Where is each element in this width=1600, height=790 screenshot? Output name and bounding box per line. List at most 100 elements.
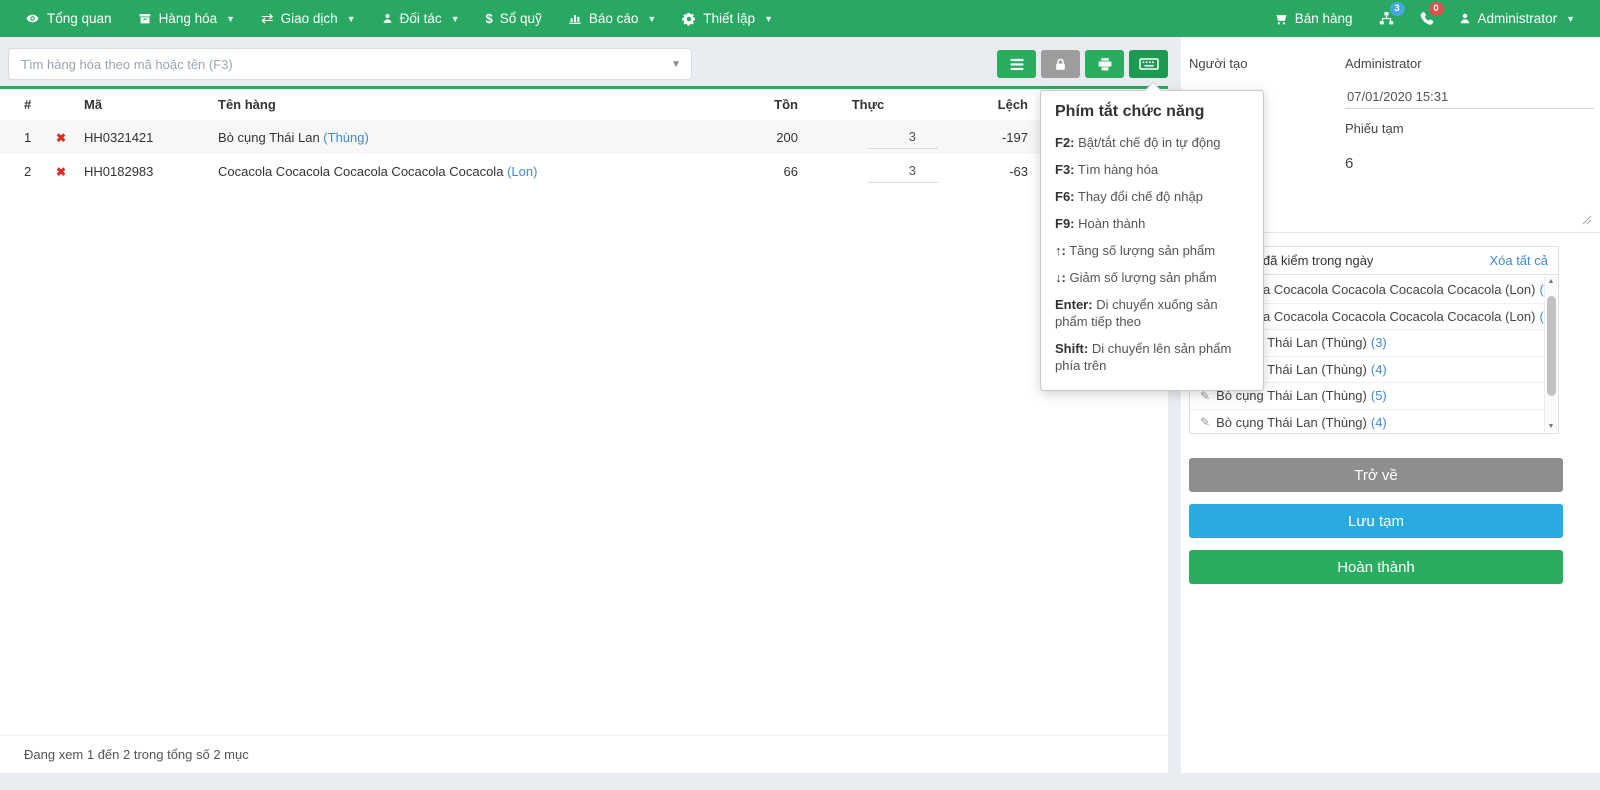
- branch-button[interactable]: 3: [1366, 2, 1407, 26]
- diff-qty: -197: [1001, 129, 1028, 145]
- shortcut-item: F6: Thay đổi chế độ nhập: [1055, 189, 1203, 204]
- back-button[interactable]: Trở về: [1189, 458, 1563, 492]
- list-item[interactable]: ✎ Bò cụng Thái Lan (Thùng) (5): [1190, 382, 1544, 409]
- shortcut-item: F9: Hoàn thành: [1055, 216, 1146, 231]
- product-code: HH0182983: [84, 163, 154, 179]
- divider: [1181, 232, 1600, 233]
- user-icon: [1459, 12, 1471, 25]
- diff-qty: -63: [1009, 163, 1028, 179]
- delete-row-icon[interactable]: ✖: [56, 164, 67, 179]
- nav-sell-button[interactable]: Bán hàng: [1260, 11, 1366, 26]
- box-icon: [138, 12, 152, 25]
- nav-partners[interactable]: Đối tác ▼: [369, 0, 473, 37]
- lock-button[interactable]: [1041, 50, 1080, 78]
- shortcut-item: Enter: Di chuyển xuống sản phẩm tiếp the…: [1055, 297, 1218, 329]
- scroll-up-icon[interactable]: ▲: [1547, 278, 1555, 285]
- actual-qty-input[interactable]: [868, 125, 938, 149]
- nav-products[interactable]: Hàng hóa ▼: [125, 0, 248, 37]
- list-icon: [1010, 58, 1023, 70]
- textarea-resize-handle[interactable]: [1582, 215, 1592, 225]
- row-index: 2: [24, 163, 32, 179]
- nav-reports-label: Báo cáo: [588, 11, 639, 26]
- product-unit-link[interactable]: (Lon): [507, 163, 538, 179]
- chevron-down-icon: ▼: [647, 13, 657, 24]
- gear-icon: [682, 12, 696, 26]
- col-stock-header: Tồn: [774, 97, 798, 112]
- nav-reports[interactable]: Báo cáo ▼: [555, 0, 669, 37]
- shortcut-item: F2: Bật/tắt chế độ in tự động: [1055, 135, 1221, 150]
- product-name: Cocacola Cocacola Cocacola Cocacola Coca…: [218, 163, 538, 179]
- shortcuts-title: Phím tắt chức năng: [1055, 103, 1205, 120]
- support-badge: 0: [1428, 2, 1444, 16]
- table-row: 1 ✖ HH0321421 Bò cụng Thái Lan (Thùng) 2…: [0, 120, 1168, 154]
- printer-icon: [1098, 57, 1111, 70]
- user-name: Administrator: [1477, 11, 1558, 26]
- user-menu[interactable]: Administrator ▼: [1446, 11, 1588, 26]
- col-code-header: Mã: [84, 97, 103, 112]
- phone-icon: [1419, 11, 1434, 26]
- nav-products-label: Hàng hóa: [158, 11, 218, 26]
- datetime-input[interactable]: [1345, 85, 1594, 109]
- edit-icon: ✎: [1200, 388, 1211, 403]
- keyboard-shortcuts-button[interactable]: [1129, 50, 1168, 78]
- list-view-button[interactable]: [997, 50, 1036, 78]
- eye-icon: [25, 12, 40, 25]
- item-count: (4): [1370, 361, 1387, 377]
- person-icon: [382, 12, 393, 25]
- top-navbar: Tổng quan Hàng hóa ▼ ⇄ Giao dịch ▼ Đối t…: [0, 0, 1600, 37]
- branch-badge: 3: [1389, 2, 1405, 16]
- chevron-down-icon: ▼: [1566, 13, 1575, 24]
- product-code: HH0321421: [84, 129, 154, 145]
- stock-qty: 200: [776, 129, 798, 145]
- product-search-combobox[interactable]: ▼: [8, 48, 692, 80]
- product-unit-link[interactable]: (Thùng): [323, 129, 369, 145]
- stock-qty: 66: [783, 163, 798, 179]
- status-value: Phiếu tạm: [1345, 121, 1404, 136]
- keyboard-icon: [1138, 58, 1159, 70]
- scroll-down-icon[interactable]: ▼: [1547, 423, 1555, 430]
- nav-overview-label: Tổng quan: [47, 11, 112, 26]
- table-row: 2 ✖ HH0182983 Cocacola Cocacola Cocacola…: [0, 154, 1168, 188]
- item-count: (5): [1370, 388, 1387, 404]
- nav-cashbook[interactable]: $ Sổ quỹ: [473, 0, 555, 37]
- item-count: (3): [1370, 335, 1387, 351]
- nav-transactions[interactable]: ⇄ Giao dịch ▼: [248, 0, 369, 37]
- edit-icon: ✎: [1200, 415, 1211, 430]
- shortcut-item: ↓: Giảm số lượng sản phẩm: [1055, 270, 1217, 285]
- pagination-status: Đang xem 1 đến 2 trong tổng số 2 mục: [0, 735, 1168, 773]
- nav-overview[interactable]: Tổng quan: [12, 0, 125, 37]
- search-input[interactable]: [19, 55, 672, 73]
- col-index-header: #: [24, 97, 32, 112]
- chevron-down-icon: ▼: [346, 13, 356, 24]
- exchange-icon: ⇄: [261, 10, 274, 27]
- chevron-down-icon: ▼: [226, 13, 236, 24]
- scroll-thumb[interactable]: [1547, 296, 1556, 396]
- stocktake-table-panel: # Mã Tên hàng Tồn Thực Lệch 1 ✖ HH032142…: [0, 86, 1168, 773]
- shortcuts-popup: Phím tắt chức năng F2: Bật/tắt chế độ in…: [1040, 82, 1264, 391]
- navbar-right: Bán hàng 3 0 Administrator ▼: [1260, 2, 1588, 26]
- clear-all-link[interactable]: Xóa tất cả: [1489, 253, 1548, 268]
- shortcut-item: F3: Tìm hàng hóa: [1055, 162, 1159, 177]
- list-item[interactable]: ✎ Bò cụng Thái Lan (Thùng) (4): [1190, 408, 1544, 434]
- product-name: Bò cụng Thái Lan (Thùng): [218, 129, 369, 145]
- nav-settings[interactable]: Thiết lập ▼: [669, 0, 786, 37]
- chevron-down-icon: ▼: [450, 13, 460, 24]
- dollar-icon: $: [485, 11, 493, 26]
- save-temp-button[interactable]: Lưu tạm: [1189, 504, 1563, 538]
- delete-row-icon[interactable]: ✖: [56, 130, 67, 145]
- col-name-header: Tên hàng: [218, 97, 276, 112]
- col-actual-header: Thực: [851, 97, 885, 112]
- complete-button[interactable]: Hoàn thành: [1189, 550, 1563, 584]
- item-count: (2): [1539, 308, 1544, 324]
- creator-value: Administrator: [1345, 56, 1422, 71]
- main-content: ▼ # Mã Tên hàng Tồn Thực Lệch 1 ✖: [0, 37, 1168, 773]
- support-button[interactable]: 0: [1407, 2, 1446, 26]
- table-header: # Mã Tên hàng Tồn Thực Lệch: [0, 89, 1168, 120]
- creator-label: Người tạo: [1189, 56, 1248, 71]
- print-button[interactable]: [1085, 50, 1124, 78]
- cart-icon: [1273, 12, 1288, 26]
- shortcut-item: ↑: Tăng số lượng sản phẩm: [1055, 243, 1216, 258]
- scrollbar[interactable]: ▲ ▼: [1544, 276, 1557, 432]
- total-actual-value: 6: [1345, 155, 1354, 172]
- actual-qty-input[interactable]: [868, 159, 938, 183]
